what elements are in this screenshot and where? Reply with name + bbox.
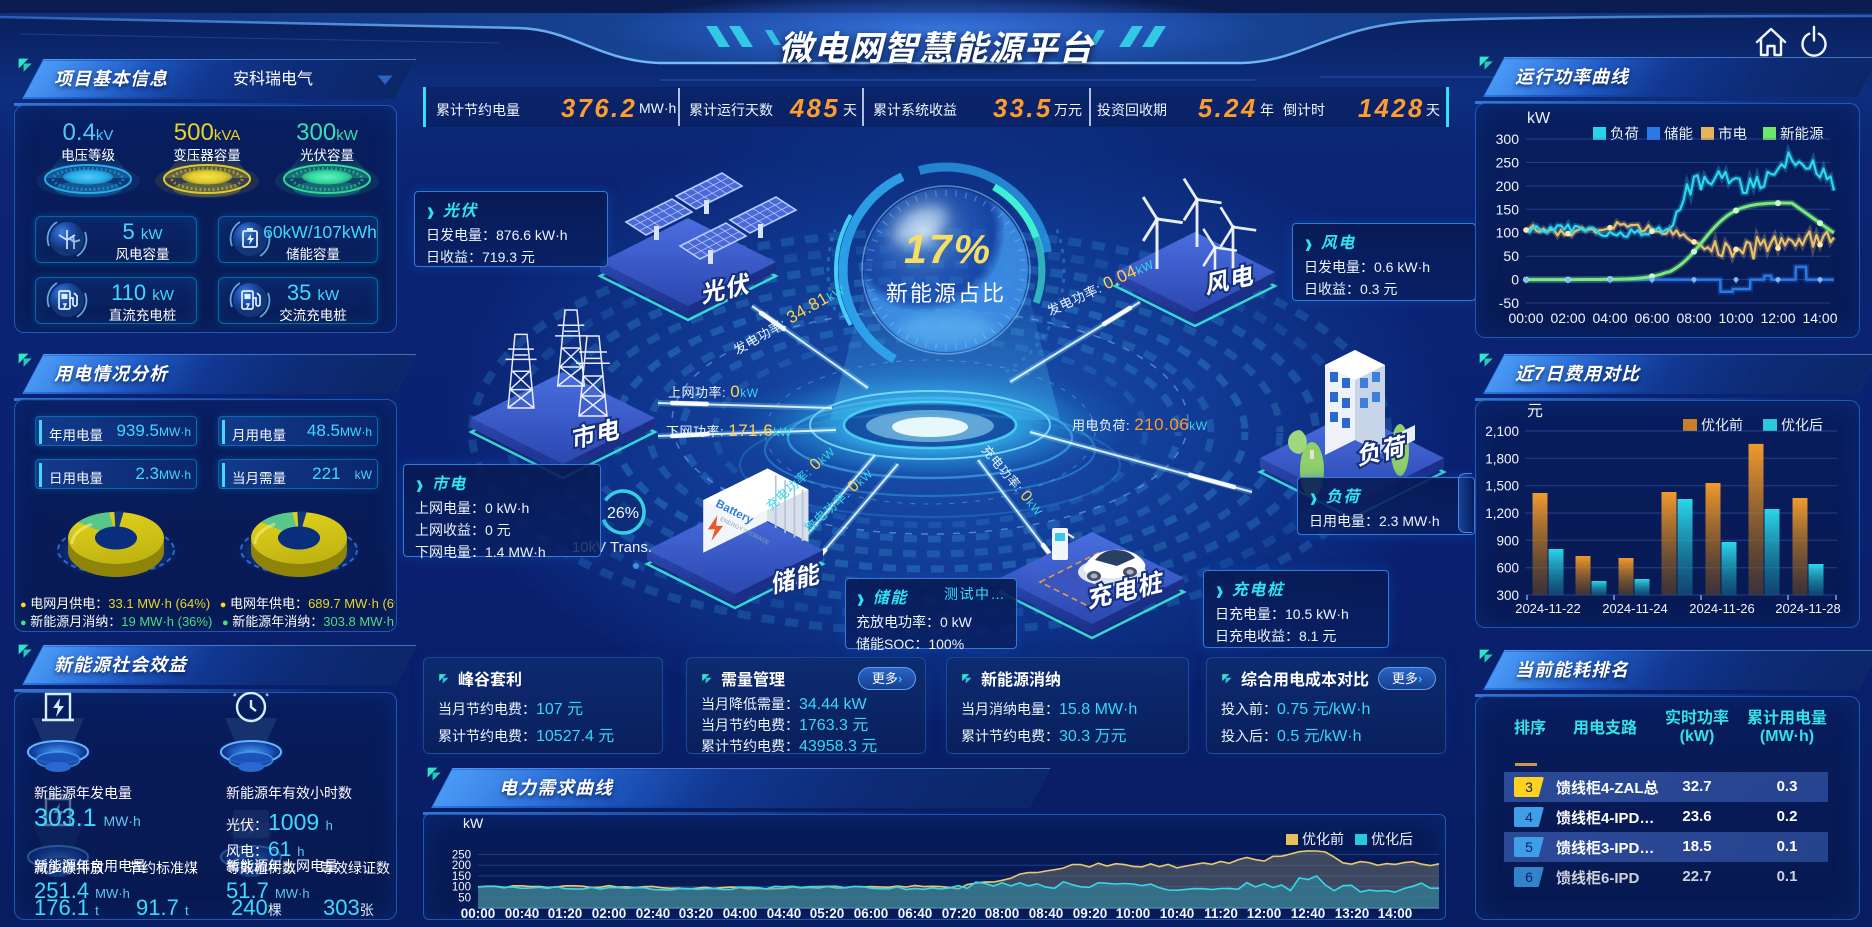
svg-text:06:00: 06:00 bbox=[854, 906, 889, 920]
svg-text:2,100: 2,100 bbox=[1485, 424, 1519, 439]
svg-text:02:40: 02:40 bbox=[636, 906, 671, 920]
svg-text:元: 元 bbox=[1527, 403, 1543, 420]
svg-text:新能源占比: 新能源占比 bbox=[886, 281, 1006, 306]
svg-text:14:00: 14:00 bbox=[1802, 310, 1837, 326]
svg-text:14:00: 14:00 bbox=[1378, 906, 1413, 920]
svg-text:250: 250 bbox=[452, 850, 471, 862]
svg-text:00:00: 00:00 bbox=[1508, 310, 1543, 326]
svg-text:08:40: 08:40 bbox=[1029, 906, 1064, 920]
svg-text:新能源: 新能源 bbox=[1780, 126, 1824, 143]
svg-text:储能: 储能 bbox=[1664, 126, 1693, 143]
svg-text:200: 200 bbox=[1496, 178, 1520, 194]
svg-text:00:40: 00:40 bbox=[505, 906, 540, 920]
svg-text:2024-11-24: 2024-11-24 bbox=[1602, 601, 1668, 616]
svg-text:下网功率: 171.6kW: 下网功率: 171.6kW bbox=[666, 421, 792, 440]
svg-text:04:00: 04:00 bbox=[1592, 310, 1627, 326]
svg-text:50: 50 bbox=[458, 892, 471, 904]
svg-text:05:20: 05:20 bbox=[810, 906, 845, 920]
svg-text:2024-11-22: 2024-11-22 bbox=[1515, 601, 1581, 616]
svg-text:kW: kW bbox=[1527, 110, 1551, 127]
svg-text:10:00: 10:00 bbox=[1718, 310, 1753, 326]
svg-text:04:00: 04:00 bbox=[723, 906, 758, 920]
svg-text:26%: 26% bbox=[607, 505, 639, 522]
svg-text:10:40: 10:40 bbox=[1160, 906, 1195, 920]
svg-text:0: 0 bbox=[1511, 272, 1519, 288]
svg-text:优化后: 优化后 bbox=[1781, 417, 1823, 433]
svg-text:07:20: 07:20 bbox=[942, 906, 977, 920]
svg-text:1,500: 1,500 bbox=[1485, 479, 1519, 494]
svg-text:900: 900 bbox=[1496, 533, 1519, 548]
svg-text:00:00: 00:00 bbox=[461, 906, 496, 920]
svg-text:09:20: 09:20 bbox=[1073, 906, 1108, 920]
svg-text:150: 150 bbox=[452, 871, 471, 883]
svg-text:08:00: 08:00 bbox=[985, 906, 1020, 920]
svg-text:11:20: 11:20 bbox=[1204, 906, 1238, 920]
svg-text:300: 300 bbox=[1496, 588, 1519, 603]
svg-text:03:20: 03:20 bbox=[679, 906, 714, 920]
svg-text:1,800: 1,800 bbox=[1485, 451, 1519, 466]
svg-text:100: 100 bbox=[1496, 225, 1520, 241]
svg-text:-50: -50 bbox=[1499, 295, 1519, 311]
svg-text:100: 100 bbox=[452, 882, 471, 894]
svg-text:kW: kW bbox=[463, 815, 484, 831]
svg-text:08:00: 08:00 bbox=[1676, 310, 1711, 326]
svg-text:17%: 17% bbox=[904, 226, 992, 272]
svg-text:06:40: 06:40 bbox=[898, 906, 933, 920]
svg-text:12:00: 12:00 bbox=[1247, 906, 1282, 920]
svg-text:600: 600 bbox=[1496, 561, 1519, 576]
svg-text:2024-11-26: 2024-11-26 bbox=[1689, 601, 1755, 616]
svg-text:用电负荷: 210.06kW: 用电负荷: 210.06kW bbox=[1072, 415, 1208, 434]
svg-text:200: 200 bbox=[452, 860, 471, 872]
svg-text:02:00: 02:00 bbox=[1550, 310, 1585, 326]
svg-text:06:00: 06:00 bbox=[1634, 310, 1669, 326]
svg-text:300: 300 bbox=[1496, 131, 1520, 147]
svg-text:50: 50 bbox=[1503, 248, 1519, 264]
svg-text:12:40: 12:40 bbox=[1291, 906, 1326, 920]
svg-text:上网功率: 0kW: 上网功率: 0kW bbox=[668, 382, 759, 401]
svg-text:优化前: 优化前 bbox=[1302, 831, 1344, 847]
svg-text:优化后: 优化后 bbox=[1371, 831, 1413, 847]
svg-text:2024-11-28: 2024-11-28 bbox=[1775, 601, 1841, 616]
svg-text:优化前: 优化前 bbox=[1701, 417, 1743, 433]
svg-text:13:20: 13:20 bbox=[1335, 906, 1370, 920]
svg-text:负荷: 负荷 bbox=[1610, 126, 1639, 143]
svg-text:150: 150 bbox=[1496, 201, 1520, 217]
svg-text:12:00: 12:00 bbox=[1760, 310, 1795, 326]
svg-text:250: 250 bbox=[1496, 154, 1520, 170]
svg-text:02:00: 02:00 bbox=[592, 906, 627, 920]
svg-text:10:00: 10:00 bbox=[1116, 906, 1151, 920]
svg-text:04:40: 04:40 bbox=[767, 906, 802, 920]
svg-text:1,200: 1,200 bbox=[1485, 506, 1519, 521]
svg-text:市电: 市电 bbox=[1718, 126, 1747, 143]
svg-text:01:20: 01:20 bbox=[548, 906, 583, 920]
